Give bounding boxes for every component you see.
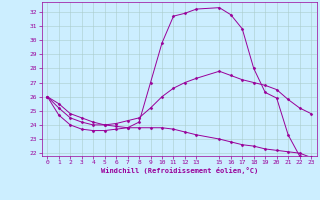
X-axis label: Windchill (Refroidissement éolien,°C): Windchill (Refroidissement éolien,°C) xyxy=(100,167,258,174)
